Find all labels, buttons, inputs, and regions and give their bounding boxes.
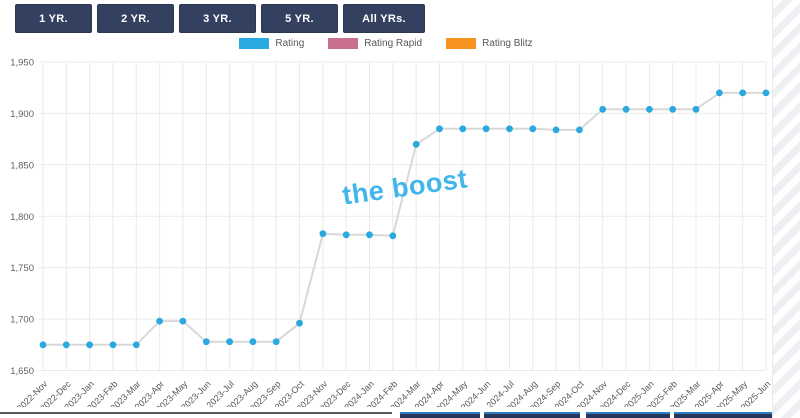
svg-text:1,800: 1,800 — [10, 212, 34, 223]
page-edge-hatch — [772, 0, 800, 418]
legend-item-rating[interactable]: Rating — [239, 38, 304, 49]
period-button-3yr[interactable]: 3 YR. — [179, 4, 256, 33]
rating-rapid-swatch-icon — [328, 38, 359, 49]
legend-label-rating-blitz: Rating Blitz — [482, 38, 533, 49]
period-button-all-yrs[interactable]: All YRs. — [343, 4, 425, 33]
cutoff-button-strip[interactable] — [586, 412, 670, 418]
rating-line-chart[interactable]: 1,650 1,700 1,750 1,800 1,850 1,900 1,950 2022-… — [0, 55, 772, 415]
period-button-1yr[interactable]: 1 YR. — [15, 4, 92, 33]
cutoff-divider — [0, 412, 392, 414]
legend-label-rating: Rating — [275, 38, 305, 49]
svg-text:1,850: 1,850 — [10, 160, 34, 171]
svg-text:1,900: 1,900 — [10, 109, 34, 120]
svg-text:1,950: 1,950 — [10, 58, 34, 69]
svg-text:1,750: 1,750 — [10, 263, 34, 274]
period-toolbar: 1 YR. 2 YR. 3 YR. 5 YR. All YRs. — [15, 4, 425, 33]
cutoff-button-strip[interactable] — [484, 412, 580, 418]
legend-item-rating-blitz[interactable]: Rating Blitz — [446, 38, 533, 49]
rating-swatch-icon — [239, 38, 270, 49]
chart-canvas[interactable]: 1,6501,7001,7501,8001,8501,9001,9502022-… — [0, 55, 772, 415]
cutoff-button-strip[interactable] — [674, 412, 800, 418]
period-button-2yr[interactable]: 2 YR. — [97, 4, 174, 33]
cutoff-button-strip[interactable] — [400, 412, 480, 418]
chart-legend: Rating Rating Rapid Rating Blitz — [0, 38, 772, 49]
svg-text:1,700: 1,700 — [10, 315, 34, 326]
period-button-5yr[interactable]: 5 YR. — [261, 4, 338, 33]
svg-text:1,650: 1,650 — [10, 366, 34, 377]
legend-item-rating-rapid[interactable]: Rating Rapid — [328, 38, 422, 49]
rating-blitz-swatch-icon — [446, 38, 477, 49]
legend-label-rating-rapid: Rating Rapid — [364, 38, 423, 49]
